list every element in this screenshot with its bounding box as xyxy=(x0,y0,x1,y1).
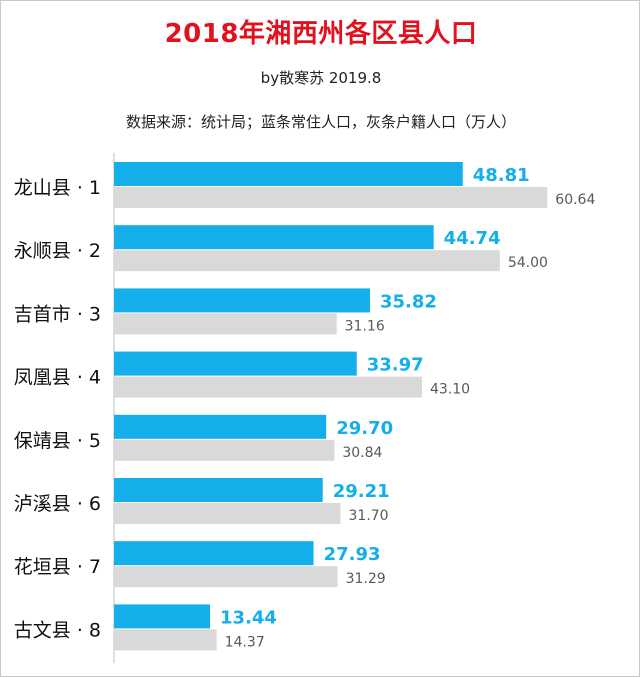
blue-value-label: 48.81 xyxy=(473,165,530,186)
grey-bar xyxy=(114,250,500,272)
grey-bar xyxy=(114,313,337,335)
blue-bar xyxy=(114,604,211,629)
category-label: 龙山县 · 1 xyxy=(14,177,101,199)
grey-value-label: 31.16 xyxy=(345,318,385,334)
category-label: 永顺县 · 2 xyxy=(14,240,101,262)
grey-bar xyxy=(114,439,335,461)
blue-bar xyxy=(114,351,357,376)
grey-bar xyxy=(114,503,341,524)
blue-bar xyxy=(114,288,370,313)
chart-subtitle: by散寒苏 2019.8 xyxy=(260,69,382,87)
grey-value-label: 31.29 xyxy=(346,571,386,587)
grey-value-label: 14.37 xyxy=(225,634,265,650)
grey-bar xyxy=(114,629,217,651)
blue-value-label: 29.70 xyxy=(336,418,393,439)
blue-bar xyxy=(114,162,463,186)
grey-value-label: 60.64 xyxy=(555,192,595,208)
grey-value-label: 43.10 xyxy=(430,382,470,398)
category-label: 保靖县 · 5 xyxy=(14,430,101,452)
blue-value-label: 35.82 xyxy=(380,291,437,312)
category-label: 吉首市 · 3 xyxy=(14,303,101,325)
blue-value-label: 44.74 xyxy=(444,228,501,249)
blue-value-label: 13.44 xyxy=(220,607,277,628)
blue-bar xyxy=(114,414,327,439)
grey-bar xyxy=(114,376,422,398)
grey-value-label: 31.70 xyxy=(349,508,389,524)
grey-value-label: 30.84 xyxy=(342,445,382,461)
grey-bar xyxy=(114,187,548,208)
chart-source-note: 数据来源：统计局；蓝条常住人口，灰条户籍人口（万人） xyxy=(125,113,516,131)
category-label: 花垣县 · 7 xyxy=(14,556,101,578)
grey-bar xyxy=(114,566,338,588)
blue-value-label: 27.93 xyxy=(324,544,381,565)
grey-value-label: 54.00 xyxy=(508,255,548,271)
category-label: 泸溪县 · 6 xyxy=(14,493,101,515)
blue-value-label: 29.21 xyxy=(333,481,390,502)
blue-value-label: 33.97 xyxy=(367,355,424,376)
category-label: 凤凰县 · 4 xyxy=(14,367,101,389)
chart-title: 2018年湘西州各区县人口 xyxy=(164,19,478,49)
blue-bar xyxy=(114,541,314,566)
blue-bar xyxy=(114,225,434,250)
category-label: 古文县 · 8 xyxy=(14,619,101,641)
blue-bar xyxy=(114,478,323,502)
